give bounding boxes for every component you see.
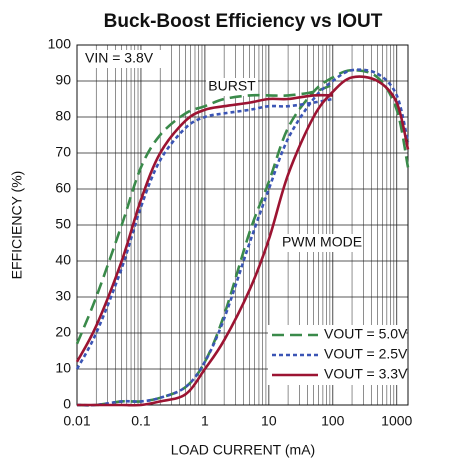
x-tick-label: 1 — [201, 413, 209, 429]
y-tick-label: 30 — [55, 288, 71, 304]
y-tick-label: 10 — [55, 360, 71, 376]
x-tick-label: 0.1 — [131, 413, 151, 429]
legend-label: VOUT = 5.0V — [324, 326, 408, 342]
series-line — [75, 93, 333, 363]
annotation-bg — [286, 234, 358, 252]
y-tick-label: 20 — [55, 324, 71, 340]
chart-title: Buck-Boost Efficiency vs IOUT — [104, 11, 383, 32]
y-tick-label: 80 — [55, 108, 71, 124]
x-tick-label: 1000 — [381, 413, 412, 429]
x-tick-label: 10 — [261, 413, 277, 429]
annotation: BURST — [208, 78, 256, 94]
x-axis-label: LOAD CURRENT (mA) — [171, 442, 315, 458]
y-tick-label: 100 — [48, 36, 72, 52]
legend-label: VOUT = 2.5V — [324, 346, 408, 362]
series-line — [75, 97, 334, 370]
series-line — [75, 83, 334, 345]
y-tick-label: 70 — [55, 144, 71, 160]
y-tick-label: 50 — [55, 216, 71, 232]
annotation-bg — [83, 50, 167, 68]
y-tick-label: 60 — [55, 180, 71, 196]
y-axis-label: EFFICIENCY (%) — [9, 171, 25, 280]
annotation: VIN = 3.8V — [85, 50, 154, 66]
annotation: PWM MODE — [282, 234, 362, 250]
y-tick-label: 0 — [63, 396, 71, 412]
legend-label: VOUT = 3.3V — [324, 366, 408, 382]
plot-frame — [76, 44, 409, 406]
x-tick-label: 100 — [321, 413, 345, 429]
x-tick-label: 0.01 — [63, 413, 90, 429]
annotation-bg — [206, 78, 258, 96]
y-tick-label: 40 — [55, 252, 71, 268]
y-tick-label: 90 — [55, 72, 71, 88]
series-line — [77, 75, 410, 407]
series-line — [76, 68, 410, 407]
